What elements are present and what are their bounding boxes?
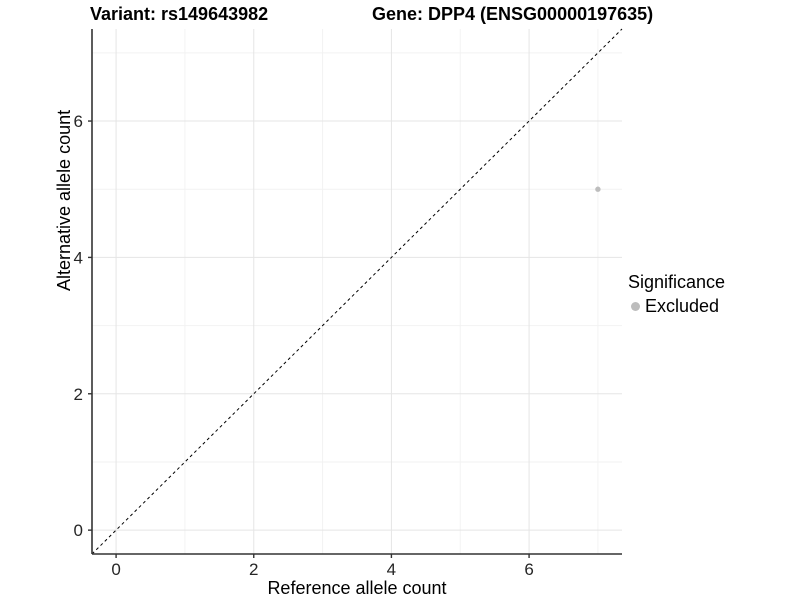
x-axis-title: Reference allele count: [267, 578, 447, 598]
legend: Significance Excluded: [628, 272, 725, 317]
legend-item-excluded: Excluded: [628, 296, 725, 317]
identity-line: [91, 28, 623, 555]
legend-key-dot-icon: [631, 302, 640, 311]
x-tick-label: 0: [111, 560, 120, 579]
plot-title-variant: Variant: rs149643982: [90, 4, 269, 24]
x-tick-label: 2: [249, 560, 258, 579]
y-tick-label: 6: [74, 112, 83, 131]
y-tick-label: 2: [74, 385, 83, 404]
x-tick-label: 6: [524, 560, 533, 579]
legend-item-label: Excluded: [645, 296, 720, 316]
x-tick-label: 4: [387, 560, 396, 579]
y-tick-label: 0: [74, 521, 83, 540]
legend-title: Significance: [628, 272, 726, 292]
plot-title-gene: Gene: DPP4 (ENSG00000197635): [372, 4, 654, 24]
y-tick-label: 4: [74, 248, 83, 267]
y-axis-title-text: Alternative allele count: [54, 109, 74, 291]
data-point: [595, 186, 601, 192]
